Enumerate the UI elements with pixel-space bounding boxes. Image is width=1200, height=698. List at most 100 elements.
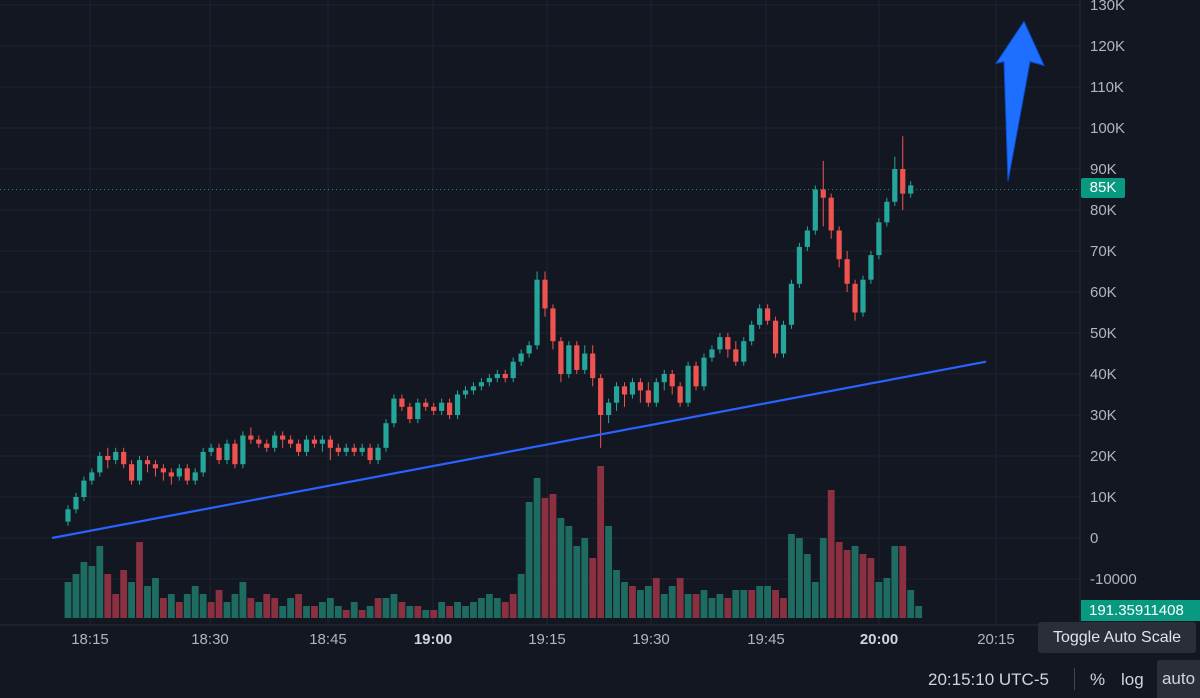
volume-bar	[660, 594, 668, 618]
volume-bar	[724, 598, 732, 618]
candle	[264, 439, 270, 452]
candle	[224, 439, 230, 465]
time-tick-label: 20:00	[860, 631, 898, 648]
auto-scale-button[interactable]: auto	[1157, 660, 1200, 698]
price-axis[interactable]: 130K 120K 110K 100K 90K 80K 70K 60K 50K 40K 30K 20K…	[1090, 0, 1137, 588]
time-tick-label: 19:00	[414, 631, 452, 648]
candle	[367, 443, 373, 465]
volume-bar	[88, 566, 96, 618]
time-axis[interactable]: 18:15 18:30 18:45 19:00 19:15 19:30 19:45 20:00…	[71, 631, 1015, 648]
volume-bar	[716, 594, 724, 618]
volume-bar	[843, 550, 851, 618]
price-tick-label: 50K	[1090, 325, 1117, 342]
volume-bar	[533, 478, 541, 618]
candle	[828, 193, 834, 239]
volume-bar	[430, 610, 438, 618]
volume-bar	[772, 590, 779, 618]
volume-bar	[907, 590, 915, 618]
volume-bar	[104, 574, 112, 618]
time-tick-label: 19:45	[747, 631, 785, 648]
candle	[613, 382, 620, 411]
candle	[343, 443, 349, 456]
volume-bar	[875, 582, 883, 618]
bottom-toolbar	[0, 658, 1200, 698]
volume-bar	[64, 582, 72, 618]
candle	[399, 394, 405, 411]
candle	[812, 185, 818, 235]
log-scale-button[interactable]: log	[1121, 670, 1144, 689]
volume-bar	[207, 602, 215, 618]
price-tick-label: 30K	[1090, 407, 1117, 424]
candle	[693, 361, 699, 391]
candle	[844, 251, 850, 292]
candle	[701, 353, 707, 391]
volume-bar	[255, 602, 263, 618]
volume-bar	[334, 606, 342, 618]
candle	[534, 271, 540, 350]
candle	[391, 394, 397, 428]
candle	[73, 492, 79, 514]
candle	[518, 349, 524, 366]
volume-bar	[915, 606, 923, 618]
candle	[240, 431, 246, 469]
percent-scale-button[interactable]: %	[1090, 670, 1106, 689]
candle	[574, 341, 580, 374]
volume-bar	[366, 606, 374, 618]
volume-bar	[557, 518, 565, 618]
volume-bar	[541, 498, 549, 618]
volume-bar	[287, 598, 294, 618]
volume-bar	[644, 586, 652, 618]
volume-bar	[152, 578, 159, 618]
volume-bar	[692, 594, 700, 618]
volume-bar	[120, 570, 128, 618]
candle	[757, 304, 763, 329]
volume-bar	[637, 590, 644, 618]
candle	[478, 378, 484, 391]
candle	[884, 197, 890, 227]
candle	[606, 398, 612, 424]
volume-bar	[756, 586, 764, 618]
candle	[661, 369, 667, 391]
candle	[407, 402, 413, 424]
volume-bar	[239, 582, 247, 618]
candle	[598, 374, 604, 448]
trendline[interactable]	[51, 360, 987, 540]
volume-bar	[414, 606, 422, 618]
volume-bar	[160, 598, 167, 618]
candle	[359, 443, 365, 456]
candle	[248, 427, 254, 444]
volume-bar	[136, 542, 143, 618]
up-arrow-annotation[interactable]	[994, 20, 1045, 182]
candle	[176, 464, 182, 481]
price-tick-label: 80K	[1090, 202, 1117, 219]
candlesticks	[65, 136, 914, 526]
volume-bar	[764, 586, 771, 618]
volume-bar	[549, 494, 557, 618]
candle	[900, 136, 906, 210]
price-tick-label: 0	[1090, 530, 1098, 547]
volume-bar	[374, 598, 382, 618]
candle	[876, 218, 882, 260]
candle	[144, 456, 151, 473]
price-tick-label: 40K	[1090, 366, 1117, 383]
candle	[200, 447, 206, 477]
volume-bar	[652, 578, 660, 618]
volume-bar	[621, 582, 628, 618]
candle	[256, 435, 262, 448]
clock-readout[interactable]: 20:15:10 UTC-5	[928, 670, 1049, 689]
candle	[168, 468, 174, 485]
time-tick-label: 18:15	[71, 631, 109, 648]
volume-bar	[382, 598, 390, 618]
volume-bar	[493, 598, 501, 618]
volume-bar	[112, 594, 120, 618]
candle	[582, 345, 588, 374]
candle	[621, 382, 628, 407]
volume-bar	[819, 538, 827, 618]
volume-bar	[605, 526, 612, 618]
volume-bar	[231, 594, 239, 618]
current-price-badge: 85K	[1081, 178, 1125, 198]
volume-bar	[597, 466, 605, 618]
time-tick-label: 19:30	[632, 631, 670, 648]
candle	[590, 345, 596, 387]
